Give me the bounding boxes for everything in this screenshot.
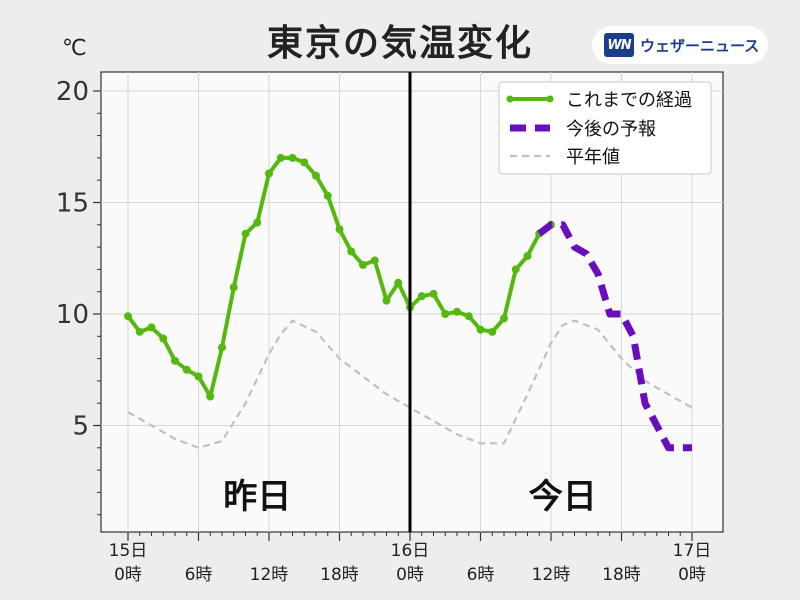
observed-point [511,265,520,274]
observed-point [206,392,215,401]
observed-point [359,260,367,269]
x-tick-label-day: 16日 [391,541,430,561]
x-tick-label-hour: 0時 [396,565,424,585]
observed-point [464,312,473,321]
x-tick-label-hour: 6時 [467,565,495,585]
chart-title: 東京の気温変化 [266,23,533,64]
x-tick-label-hour: 18時 [320,565,359,585]
y-axis-unit-label: ℃ [62,36,87,61]
weathernews-logo: WN ウェザーニュース [592,26,768,64]
observed-point [218,343,226,352]
legend-label: 今後の予報 [566,119,656,140]
x-tick-label-day: 17日 [673,541,712,561]
observed-point [347,247,356,256]
x-axis: 15日 0時 6時 12時 18時 16日 0時 6時 12時 18時 17日 0時 [109,532,712,585]
x-tick-label-hour: 0時 [678,565,706,585]
observed-point [476,325,485,334]
legend-marker-observed [506,95,514,103]
series-forecast [537,221,692,452]
observed-point [229,283,238,292]
observed-point [488,327,497,336]
observed-point [370,256,379,265]
observed-point [429,289,438,298]
observed-point [500,314,508,323]
observed-point [265,169,273,178]
y-tick-label: 5 [72,412,89,442]
observed-point [159,334,168,343]
x-tick-label-hour: 12時 [250,565,289,585]
x-tick-label-hour: 18時 [602,565,641,585]
observed-point [453,307,461,316]
observed-point [394,278,403,287]
observed-point [312,171,320,180]
observed-point [194,372,203,381]
observed-point [335,225,344,234]
observed-point [417,292,426,301]
y-tick-label: 20 [56,77,89,107]
series-observed [124,153,555,401]
observed-point [441,310,450,318]
observed-point [171,356,179,365]
x-tick-label-hour: 12時 [532,565,571,585]
y-tick-label: 10 [56,300,89,330]
observed-point [323,191,332,200]
observed-point [288,153,297,162]
logo-text: ウェザーニュース [640,36,760,55]
legend-label: 平年値 [566,147,620,168]
legend-label: これまでの経過 [566,90,692,111]
observed-point [253,218,262,227]
legend-box [498,81,712,175]
x-tick-label-hour: 0時 [114,565,142,585]
observed-point [124,312,132,321]
y-axis: 5 10 15 20 [56,77,101,516]
day-annotations: 昨日 今日 [223,477,597,517]
observed-point [135,327,144,336]
x-tick-label-hour: 6時 [185,565,213,585]
grid-lines [101,72,723,532]
x-tick-label-day: 15日 [109,541,148,561]
observed-point [523,252,532,261]
observed-point [147,323,156,332]
observed-point [241,229,250,238]
observed-point [276,153,285,162]
day-annotation: 昨日 [223,477,291,517]
legend-marker-observed [546,95,554,103]
observed-point [182,365,191,374]
y-tick-label: 15 [56,189,89,219]
observed-point [382,296,391,305]
weathernews-logo-icon: WN [604,33,634,57]
forecast-line [537,221,692,452]
day-annotation: 今日 [529,477,597,517]
observed-point [300,158,309,167]
